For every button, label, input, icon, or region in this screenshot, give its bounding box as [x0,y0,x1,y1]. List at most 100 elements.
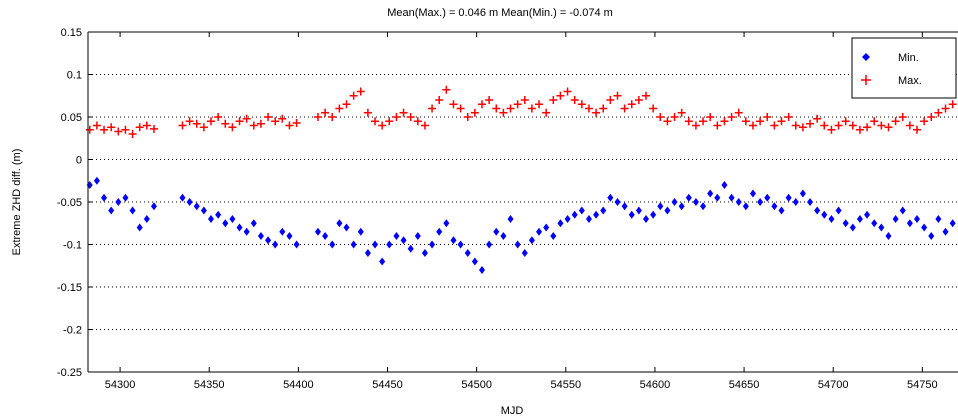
y-tick-label: -0.05 [57,197,82,209]
min-point [671,198,678,206]
max-point [855,125,864,134]
min-point [407,244,414,253]
min-point [536,227,543,236]
max-point [634,96,643,104]
max-point [492,104,501,113]
min-point [664,206,671,215]
min-point [628,210,635,219]
min-point [899,206,906,215]
min-point [257,232,264,240]
max-point [912,125,921,134]
min-point [942,227,949,236]
min-point [250,219,257,228]
max-point [199,123,208,132]
max-point [463,113,472,121]
min-point [721,181,728,189]
max-point [456,104,465,113]
max-point [577,100,586,109]
max-point [506,104,515,113]
min-point [692,198,699,206]
max-point [470,108,479,117]
min-point [913,215,920,223]
max-point [485,96,494,104]
min-point [821,210,828,219]
max-point [214,113,223,121]
max-point [570,96,579,104]
x-tick-label: 54550 [550,379,581,391]
y-tick-label: -0.25 [57,367,82,379]
min-point [200,206,207,215]
x-tick-label: 54500 [461,379,492,391]
max-point [499,108,508,117]
min-point [871,219,878,228]
max-point [620,104,629,113]
max-point [884,123,893,132]
max-point [741,117,750,126]
max-point [549,96,558,104]
max-point [142,121,151,130]
max-point [941,104,950,113]
min-point [357,227,364,236]
min-point [550,232,557,240]
x-tick-label: 54750 [907,379,938,391]
max-point [713,121,722,130]
max-point [449,100,458,109]
min-point [500,232,507,240]
max-point [656,113,665,121]
min-point [265,236,272,245]
min-point [379,257,386,266]
max-point [100,125,109,134]
min-point [243,227,250,236]
y-tick-label: 0.1 [67,70,82,82]
min-point [864,210,871,219]
max-point [770,121,779,130]
y-axis-label: Extreme ZHD diff. (m) [11,149,23,256]
min-point [935,215,942,223]
max-point [920,117,929,126]
min-point [749,189,756,198]
max-point [420,121,429,130]
min-point [457,240,464,249]
max-point [92,121,101,130]
y-tick-label: -0.1 [63,240,82,252]
min-point [892,215,899,223]
max-point [642,91,651,100]
max-point [335,104,344,113]
max-point [256,119,265,128]
min-point [101,193,108,202]
max-point [863,123,872,132]
min-point [799,189,806,198]
legend: Min. Max. [851,37,957,99]
max-point [342,100,351,109]
min-point [208,215,215,223]
max-point [235,117,244,126]
min-point [122,193,129,202]
max-point [834,121,843,130]
min-point [814,206,821,215]
max-point [677,108,686,117]
legend-min-label: Min. [898,52,919,64]
max-point [271,117,280,126]
min-point [229,215,236,223]
max-point [606,96,615,104]
max-point [820,121,829,130]
max-point [435,96,444,104]
series-max [85,85,957,138]
min-point [464,249,471,257]
min-point [578,206,585,215]
y-tick-label: -0.2 [63,325,82,337]
min-point [607,193,614,202]
legend-min-marker [862,53,870,61]
min-point [614,198,621,206]
min-point [792,198,799,206]
min-point [108,206,115,215]
min-point [136,223,143,232]
min-point [193,202,200,211]
max-point [221,119,230,128]
legend-max-marker [861,75,871,85]
max-point [599,104,608,113]
max-point [442,85,451,94]
min-point [785,193,792,202]
max-point [584,104,593,113]
min-point [678,202,685,211]
